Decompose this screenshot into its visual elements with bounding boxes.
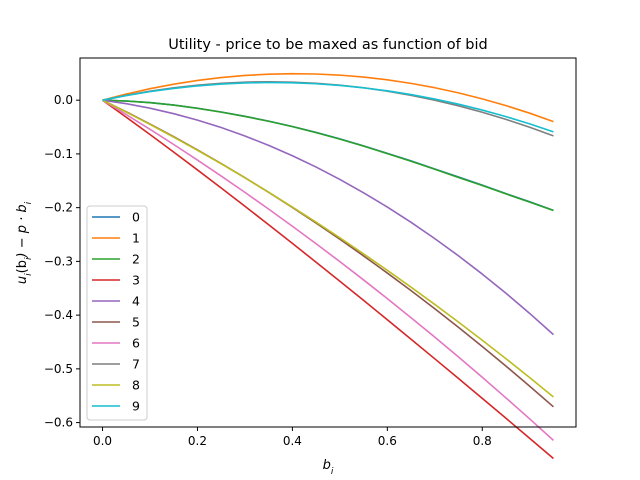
plot-frame xyxy=(79,57,577,428)
legend-label-2: 2 xyxy=(132,252,140,267)
x-tick-label: 0.6 xyxy=(378,434,397,448)
y-tick-label: −0.3 xyxy=(44,254,73,268)
legend-label-7: 7 xyxy=(132,357,140,372)
series-layer xyxy=(102,72,554,460)
series-line-2 xyxy=(102,99,554,212)
chart-title: Utility - price to be maxed as function … xyxy=(168,37,488,53)
x-tick-label: 0.2 xyxy=(188,434,207,448)
series-line-4 xyxy=(102,99,554,336)
y-axis-label: ui(bi) − p · bi xyxy=(15,201,34,284)
y-tick-label: −0.6 xyxy=(44,416,73,430)
x-tick-label: 0.4 xyxy=(283,434,302,448)
y-tick-label: 0.0 xyxy=(54,93,73,107)
legend-label-5: 5 xyxy=(132,315,140,330)
series-line-0 xyxy=(102,99,554,212)
series-line-3 xyxy=(102,99,554,460)
y-tick-label: −0.5 xyxy=(44,362,73,376)
legend-label-9: 9 xyxy=(132,399,140,414)
series-line-1 xyxy=(102,72,554,123)
legend-label-8: 8 xyxy=(132,378,140,393)
y-tick-label: −0.1 xyxy=(44,147,73,161)
legend-label-1: 1 xyxy=(132,231,140,246)
series-line-9 xyxy=(102,81,554,133)
y-tick-label: −0.2 xyxy=(44,201,73,215)
series-line-6 xyxy=(102,99,554,441)
series-line-7 xyxy=(102,80,554,137)
x-axis: 0.0 0.2 0.4 0.6 0.8 xyxy=(93,427,492,448)
x-tick-label: 0.0 xyxy=(93,434,112,448)
legend-label-0: 0 xyxy=(132,210,140,225)
y-axis: 0.0 −0.1 −0.2 −0.3 −0.4 −0.5 −0.6 xyxy=(44,93,80,430)
legend-label-6: 6 xyxy=(132,336,140,351)
series-line-8 xyxy=(102,99,554,398)
x-axis-label: bi xyxy=(323,458,334,477)
y-tick-label: −0.4 xyxy=(44,308,73,322)
legend-label-3: 3 xyxy=(132,273,140,288)
legend: 0 1 2 3 4 5 6 7 8 9 xyxy=(86,205,148,421)
legend-label-4: 4 xyxy=(132,294,140,309)
x-tick-label: 0.8 xyxy=(473,434,492,448)
